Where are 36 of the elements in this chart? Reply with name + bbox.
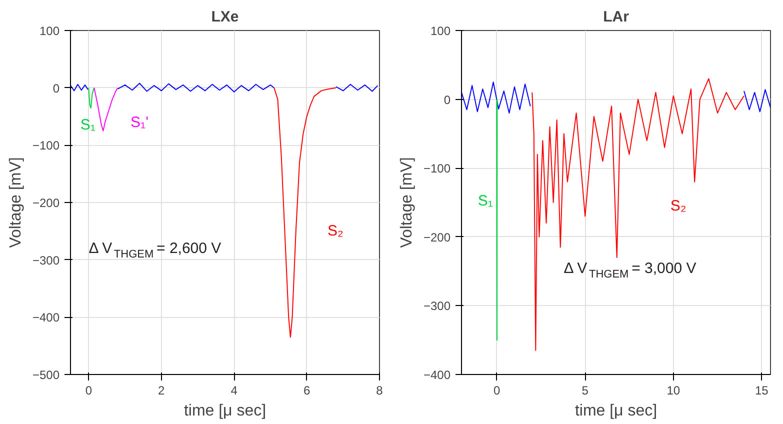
x-tick-label: 0: [85, 384, 92, 398]
y-tick-label: −100: [423, 162, 451, 176]
chart-title: LAr: [603, 8, 630, 26]
y-tick-label: −400: [423, 368, 451, 382]
annotation: S₁': [130, 114, 149, 131]
x-tick-label: 2: [158, 384, 166, 398]
line-series: [88, 87, 95, 108]
y-tick-label: 0: [444, 92, 451, 107]
y-tick-label: 100: [430, 24, 451, 38]
x-tick-label: 6: [303, 384, 310, 398]
y-axis-title: Voltage [mV]: [398, 157, 416, 248]
y-tick-label: −300: [32, 253, 60, 268]
annotation: S₂: [670, 197, 686, 214]
x-tick-label: 15: [755, 384, 769, 398]
annotation: S₁: [478, 192, 493, 210]
y-tick-label: 0: [52, 81, 60, 96]
chart-title: LXe: [211, 8, 239, 26]
x-axis-title: time [μ sec]: [574, 402, 658, 420]
y-axis-title: Voltage [mV]: [7, 157, 24, 248]
x-tick-label: 10: [666, 384, 680, 398]
x-tick-label: 4: [230, 384, 238, 398]
y-tick-label: −200: [32, 196, 60, 210]
y-tick-label: −500: [32, 368, 60, 382]
annotation: S₁: [80, 116, 96, 134]
line-series: [94, 87, 118, 132]
line-series: [532, 78, 745, 351]
y-tick-label: −300: [423, 299, 451, 314]
annotation: S₂: [328, 222, 344, 240]
x-axis-title: time [μ sec]: [184, 402, 266, 420]
y-tick-label: −400: [32, 310, 60, 325]
x-tick-label: 0: [493, 384, 500, 398]
y-tick-label: −100: [32, 138, 60, 153]
y-tick-label: 100: [39, 24, 60, 38]
y-tick-label: −200: [423, 230, 451, 244]
x-tick-label: 8: [376, 384, 384, 398]
x-tick-label: 5: [582, 384, 589, 398]
